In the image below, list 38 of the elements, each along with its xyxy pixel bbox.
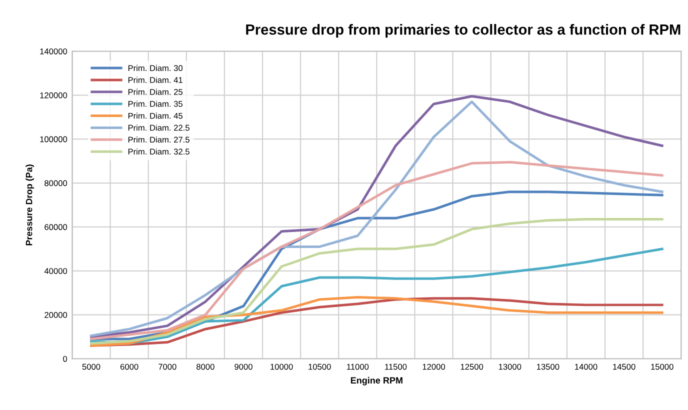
x-axis-title: Engine RPM xyxy=(350,376,402,386)
line-series xyxy=(90,160,664,340)
y-tick-label: 60000 xyxy=(44,224,68,230)
legend-label: Prim. Diam. 27.5 xyxy=(128,136,190,143)
x-tick-label: 11000 xyxy=(347,364,369,370)
x-tick-label: 7000 xyxy=(158,364,176,370)
y-tick-label: 140000 xyxy=(40,48,68,54)
chart-title: Pressure drop from primaries to collector as a function of RPM xyxy=(246,24,680,38)
y-tick-label: 0 xyxy=(63,356,68,362)
x-tick-label: 11500 xyxy=(385,364,407,370)
x-tick-label: 10000 xyxy=(270,364,293,370)
x-tick-label: 8000 xyxy=(196,364,214,370)
y-axis-title: Pressure Drop (Pa) xyxy=(26,164,34,246)
legend-label: Prim. Diam. 22.5 xyxy=(128,124,190,131)
x-tick-label: 13000 xyxy=(498,364,522,370)
line-series xyxy=(90,218,664,345)
legend-label: Prim. Diam. 35 xyxy=(128,100,183,107)
x-tick-label: 10500 xyxy=(308,364,331,370)
y-tick-label: 100000 xyxy=(40,136,68,142)
x-tick-label: 14500 xyxy=(613,364,636,370)
legend-label: Prim. Diam. 45 xyxy=(128,112,183,119)
legend-label: Prim. Diam. 41 xyxy=(128,76,182,83)
legend-label: Prim. Diam. 32.5 xyxy=(128,148,190,155)
x-tick-label: 15000 xyxy=(651,364,674,370)
y-tick-label: 20000 xyxy=(44,312,68,318)
x-tick-label: 9000 xyxy=(234,364,252,370)
y-tick-label: 40000 xyxy=(44,268,68,274)
y-tick-label: 120000 xyxy=(40,92,68,98)
line-series xyxy=(90,248,664,345)
x-tick-label: 5000 xyxy=(82,364,100,370)
x-tick-label: 14000 xyxy=(575,364,598,370)
y-tick-label: 80000 xyxy=(44,180,68,186)
x-tick-label: 12000 xyxy=(422,364,446,370)
legend-label: Prim. Diam. 30 xyxy=(128,64,183,72)
x-tick-label: 12500 xyxy=(460,364,484,370)
legend-label: Prim. Diam. 25 xyxy=(128,88,183,95)
x-tick-label: 6000 xyxy=(120,364,138,370)
x-tick-label: 13500 xyxy=(536,364,560,370)
